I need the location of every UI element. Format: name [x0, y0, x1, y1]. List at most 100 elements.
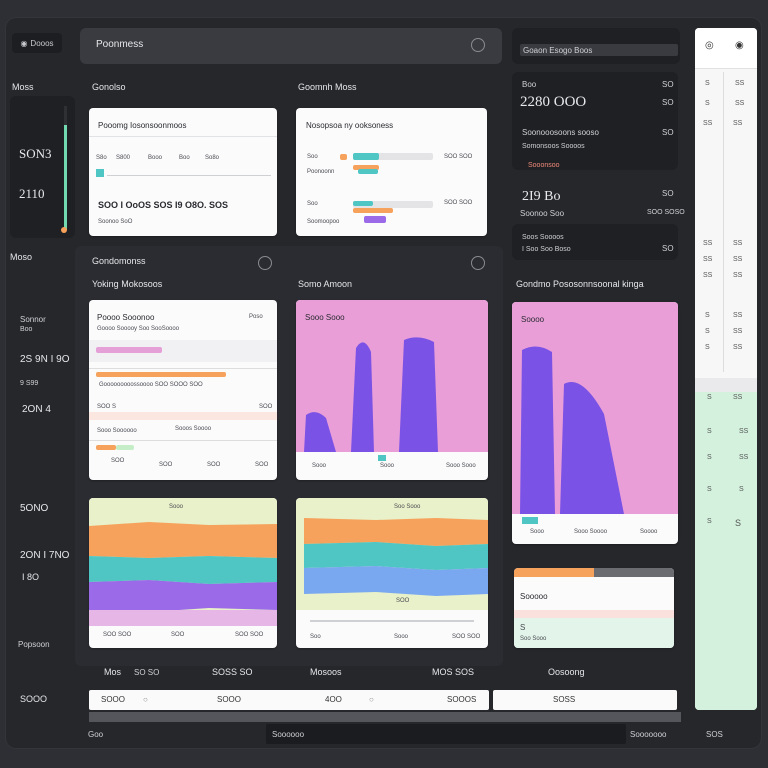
- chart-top-label: Sooo: [169, 504, 184, 510]
- area-band: [304, 542, 488, 570]
- app-title: Poonmess: [96, 39, 144, 50]
- scroll-num: SS: [703, 240, 713, 247]
- summary-card[interactable]: Pooomg Iosonsoonmoos S8o S800 Booo Boo S…: [89, 108, 277, 236]
- footer-label: SOS: [706, 730, 723, 739]
- logo-button[interactable]: ◉ Dooos: [12, 33, 62, 53]
- scroll-num: S: [739, 486, 744, 493]
- scroll-num: SS: [733, 272, 743, 279]
- panel-label: Boo: [522, 80, 537, 89]
- tick-label: SOO: [171, 632, 185, 638]
- row-cell: SOOO: [217, 695, 242, 704]
- legend-swatch: [378, 455, 386, 461]
- user-icon[interactable]: ◎: [705, 40, 714, 51]
- chart-top-label: Soo Sooo: [394, 504, 421, 510]
- side-label: Popsoon: [18, 640, 50, 649]
- tick-label: SOO SOO: [452, 634, 481, 640]
- area-chart-card[interactable]: Sooo Sooo Sooo Sooo Sooo Sooo: [296, 300, 488, 480]
- panel-sub: Soonooosoons sooso: [522, 128, 599, 137]
- area-band: [304, 518, 488, 546]
- side-label: Boo: [20, 326, 33, 333]
- bottom-header: SO SO: [134, 668, 160, 677]
- stacked-area-chart: [296, 498, 488, 610]
- chart-peak: [304, 412, 336, 452]
- scroll-num: SS: [735, 80, 745, 87]
- list-row: Gooooooooossoooo SOO SOOO SOO: [99, 382, 203, 388]
- scroll-num: S: [705, 80, 710, 87]
- scroll-num: SS: [735, 100, 745, 107]
- scroll-highlight: [695, 392, 757, 542]
- side-scroll-panel[interactable]: ◎ ◉ S SS S SS SS SS SS SS SS SS SS SS S …: [695, 28, 757, 710]
- bottom-header: Oosoong: [548, 667, 585, 677]
- card-item: S8o: [96, 155, 107, 161]
- search-input[interactable]: [520, 44, 678, 56]
- area-band: [304, 566, 488, 596]
- row-cell-icon: ○: [143, 695, 148, 704]
- row-label: Soomoopoo: [307, 219, 340, 225]
- chart-peak: [399, 337, 438, 452]
- card-row: S: [520, 623, 526, 632]
- bottom-header: Mos: [104, 667, 122, 677]
- progress-fill: [514, 568, 594, 577]
- card-title: Sooooo: [520, 592, 548, 601]
- tick-label: Soo: [310, 634, 321, 640]
- legend-swatch: [96, 169, 104, 177]
- tick-label: Sooo Soooo: [574, 529, 608, 535]
- eye-icon[interactable]: ◉: [735, 40, 744, 51]
- row-value: SOO SOO: [444, 154, 473, 160]
- section-label: Moss: [12, 82, 34, 92]
- tall-area-chart: [512, 302, 678, 514]
- progress-fill: [353, 208, 393, 213]
- card-item: S800: [116, 155, 131, 161]
- scroll-num: SS: [733, 394, 743, 401]
- footer-input[interactable]: [266, 724, 626, 744]
- section-label: Yoking Mokosoos: [92, 279, 163, 289]
- info-panel: [512, 224, 678, 260]
- side-value: 2ON I 7NO: [20, 550, 70, 561]
- progress-fill: [96, 372, 226, 377]
- clock-icon[interactable]: [471, 38, 485, 52]
- scroll-num: S: [705, 344, 710, 351]
- row-cell: 4OO: [325, 695, 342, 704]
- settings-icon[interactable]: [471, 256, 485, 270]
- scroll-num: SS: [733, 256, 743, 263]
- menu-icon: ◉: [20, 38, 28, 48]
- section-label: Gonolso: [92, 82, 126, 92]
- scroll-num: S: [707, 394, 712, 401]
- stacked-area-card[interactable]: Soo Sooo SOO Soo Sooo SOO SOO: [296, 498, 488, 648]
- scroll-num: SS: [703, 272, 713, 279]
- panel-num: SO: [662, 244, 674, 253]
- small-summary-card[interactable]: Sooooo S Soo Sooo: [514, 568, 674, 648]
- row-cell: SOSS: [553, 695, 576, 704]
- gauge-fill: [64, 125, 67, 230]
- gauge-knob[interactable]: [61, 227, 67, 233]
- progress-card[interactable]: Nosopsoa ny ooksoness Soo SOO SOO Poonoo…: [296, 108, 487, 236]
- side-value: 2S 9N I 9O: [20, 354, 70, 365]
- panel-note: SOO SOSO: [647, 209, 685, 216]
- scroll-num: S: [705, 328, 710, 335]
- list-card[interactable]: Poooo Sooonoo Poso Goooo Sooooy Soo SooS…: [89, 300, 277, 480]
- row-cell: SOOO: [101, 695, 126, 704]
- scroll-num: S: [707, 454, 712, 461]
- metric-value: SON3: [19, 146, 52, 161]
- bottom-header: MOS SOS: [432, 667, 475, 677]
- progress-fill: [353, 153, 379, 160]
- section-label: Goomnh Moss: [298, 82, 357, 92]
- footer-input-text: Soooooo: [272, 730, 305, 739]
- card-subtext: Goooo Sooooy Soo SooSoooo: [97, 326, 180, 332]
- row-label: Soo: [307, 201, 318, 207]
- progress-fill: [353, 165, 379, 170]
- list-row: Sooo Soooooo: [97, 428, 137, 434]
- data-row-input[interactable]: SOSS: [493, 690, 677, 710]
- data-row-input[interactable]: SOOO ○ SOOO 4OO ○ SOOOS: [89, 690, 489, 710]
- tall-chart-card[interactable]: Soooo Sooo Sooo Soooo Soooo: [512, 302, 678, 544]
- horizontal-scrollbar[interactable]: [89, 712, 681, 722]
- scroll-num: SS: [733, 312, 743, 319]
- scroll-num: S: [735, 518, 742, 528]
- options-icon[interactable]: [258, 256, 272, 270]
- panel-num: SO: [662, 189, 674, 198]
- list-row: SOO: [259, 404, 273, 410]
- top-title-bar: [80, 28, 502, 64]
- stacked-area-card[interactable]: Sooo SOO SOO SOO SOO SOO: [89, 498, 277, 648]
- scroll-num: SS: [703, 120, 713, 127]
- metrics-panel: [512, 72, 678, 170]
